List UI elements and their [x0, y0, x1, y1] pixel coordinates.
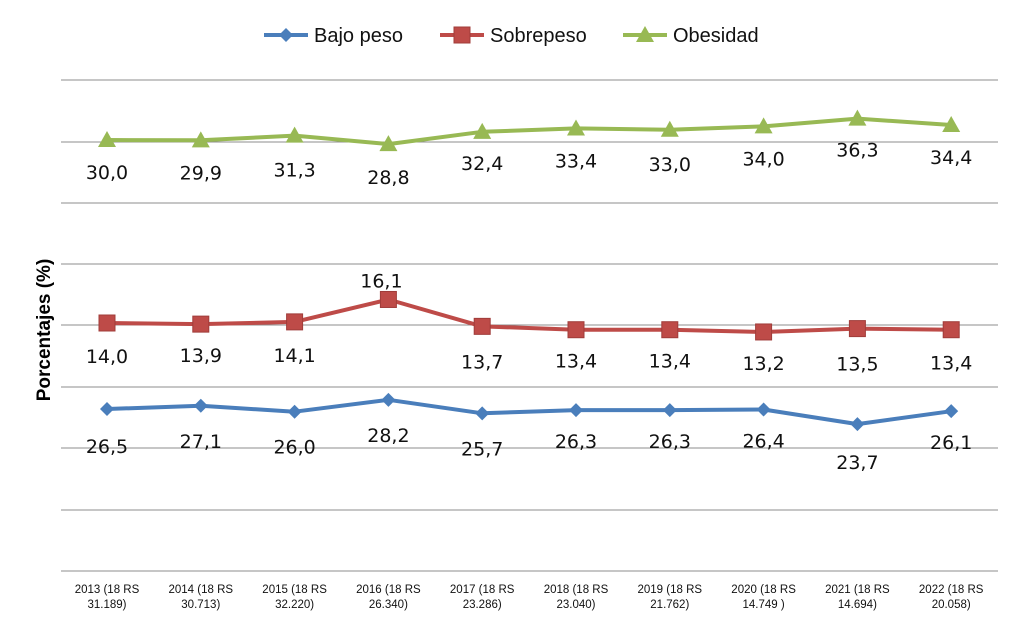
- data-point-bajo-peso: [287, 404, 302, 419]
- data-label-bajo-peso: 26,5: [86, 436, 128, 458]
- data-point-obesidad: [754, 117, 773, 134]
- data-point-sobrepeso: [473, 317, 491, 335]
- x-axis-tick-labels: 2013 (18 RS 31.189) 2014 (18 RS 30.713) 2015…: [75, 584, 984, 611]
- series-sobrepeso: [98, 290, 960, 341]
- data-label-bajo-peso: 26,0: [273, 437, 315, 459]
- x-tick-label: 2017 (18 RS 23.286): [450, 584, 515, 611]
- x-tick-label: 2022 (18 RS 20.058): [919, 584, 984, 611]
- data-point-sobrepeso: [942, 321, 960, 339]
- data-label-sobrepeso: 13,9: [180, 345, 222, 367]
- series-bajo-peso: [100, 392, 959, 432]
- legend-label: Obesidad: [673, 25, 759, 47]
- data-label-sobrepeso: 14,1: [273, 345, 315, 367]
- data-label-bajo-peso: 28,2: [367, 425, 409, 447]
- data-label-obesidad: 31,3: [273, 160, 315, 182]
- data-point-obesidad: [473, 122, 492, 139]
- data-label-sobrepeso: 13,5: [836, 354, 878, 376]
- data-point-sobrepeso: [567, 321, 585, 339]
- legend-marker: [453, 26, 471, 44]
- data-point-obesidad: [379, 135, 398, 152]
- x-tick-label: 2014 (18 RS 30.713): [169, 584, 234, 611]
- data-point-sobrepeso: [286, 313, 304, 331]
- data-point-bajo-peso: [381, 392, 396, 407]
- data-point-bajo-peso: [662, 403, 677, 418]
- data-point-sobrepeso: [661, 321, 679, 339]
- data-label-bajo-peso: 26,3: [649, 431, 691, 453]
- data-label-bajo-peso: 26,3: [555, 431, 597, 453]
- data-label-sobrepeso: 13,4: [649, 351, 691, 373]
- data-point-bajo-peso: [756, 402, 771, 417]
- data-label-sobrepeso: 13,4: [930, 353, 972, 375]
- x-tick-label: 2021 (18 RS 14.694): [825, 584, 890, 611]
- data-point-sobrepeso: [755, 323, 773, 341]
- data-label-obesidad: 34,4: [930, 147, 972, 169]
- series-line-sobrepeso: [106, 297, 952, 334]
- x-tick-label: 2013 (18 RS 31.189): [75, 584, 140, 611]
- legend-item-sobrepeso: Sobrepeso: [440, 25, 587, 47]
- data-label-sobrepeso: 13,4: [555, 351, 597, 373]
- data-point-bajo-peso: [569, 403, 583, 418]
- data-point-bajo-peso: [100, 402, 114, 416]
- series-obesidad: [98, 109, 961, 152]
- x-tick-label: 2020 (18 RS 14.749 ): [731, 584, 796, 611]
- legend-item-bajo-peso: Bajo peso: [264, 25, 403, 47]
- data-point-sobrepeso: [98, 314, 116, 332]
- data-point-obesidad: [285, 126, 304, 143]
- data-label-sobrepeso: 13,7: [461, 351, 503, 373]
- data-label-obesidad: 29,9: [180, 162, 222, 184]
- x-tick-label: 2015 (18 RS 32.220): [262, 584, 327, 611]
- data-point-obesidad: [191, 131, 210, 148]
- data-point-sobrepeso: [192, 315, 210, 333]
- y-axis-title: Porcentajes (%): [34, 259, 55, 402]
- data-label-bajo-peso: 23,7: [836, 452, 878, 474]
- data-label-obesidad: 28,8: [367, 167, 409, 189]
- legend-marker: [636, 26, 654, 42]
- x-tick-label: 2016 (18 RS 26.340): [356, 584, 421, 611]
- data-label-bajo-peso: 25,7: [461, 438, 503, 460]
- x-tick-label: 2018 (18 RS 23.040): [544, 584, 609, 611]
- legend-marker: [279, 28, 293, 42]
- series-line-bajo-peso: [106, 397, 952, 427]
- series-line-obesidad: [106, 116, 952, 147]
- data-point-obesidad: [567, 119, 585, 136]
- data-label-bajo-peso: 27,1: [180, 431, 222, 453]
- data-point-bajo-peso: [193, 398, 208, 413]
- data-label-sobrepeso: 14,0: [86, 346, 128, 368]
- data-label-obesidad: 33,0: [649, 154, 691, 176]
- data-point-bajo-peso: [475, 406, 490, 421]
- data-point-obesidad: [98, 131, 116, 147]
- data-point-sobrepeso: [848, 320, 866, 338]
- data-labels: 26,5 27,1 26,0 28,2 25,7 26,3 26,3 26,4 23,7 26,1…: [86, 140, 973, 475]
- data-label-sobrepeso: 16,1: [360, 270, 402, 292]
- legend-item-obesidad: Obesidad: [623, 25, 759, 47]
- legend-label: Sobrepeso: [490, 25, 587, 47]
- legend: Bajo peso Sobrepeso Obesidad: [264, 25, 759, 47]
- data-point-bajo-peso: [944, 404, 959, 419]
- data-point-sobrepeso: [379, 290, 397, 308]
- data-point-obesidad: [942, 116, 961, 133]
- data-point-bajo-peso: [850, 417, 865, 432]
- data-point-obesidad: [660, 120, 679, 137]
- data-label-sobrepeso: 13,2: [742, 353, 784, 375]
- data-label-obesidad: 32,4: [461, 153, 503, 175]
- data-label-obesidad: 34,0: [742, 148, 784, 170]
- data-point-obesidad: [848, 109, 867, 126]
- data-label-obesidad: 33,4: [555, 150, 597, 172]
- x-tick-label: 2019 (18 RS 21.762): [638, 584, 703, 611]
- data-label-bajo-peso: 26,4: [742, 431, 784, 453]
- series-lines: [98, 109, 961, 432]
- legend-label: Bajo peso: [314, 25, 403, 47]
- data-label-obesidad: 30,0: [86, 162, 128, 184]
- data-label-bajo-peso: 26,1: [930, 432, 972, 454]
- data-label-obesidad: 36,3: [836, 140, 878, 162]
